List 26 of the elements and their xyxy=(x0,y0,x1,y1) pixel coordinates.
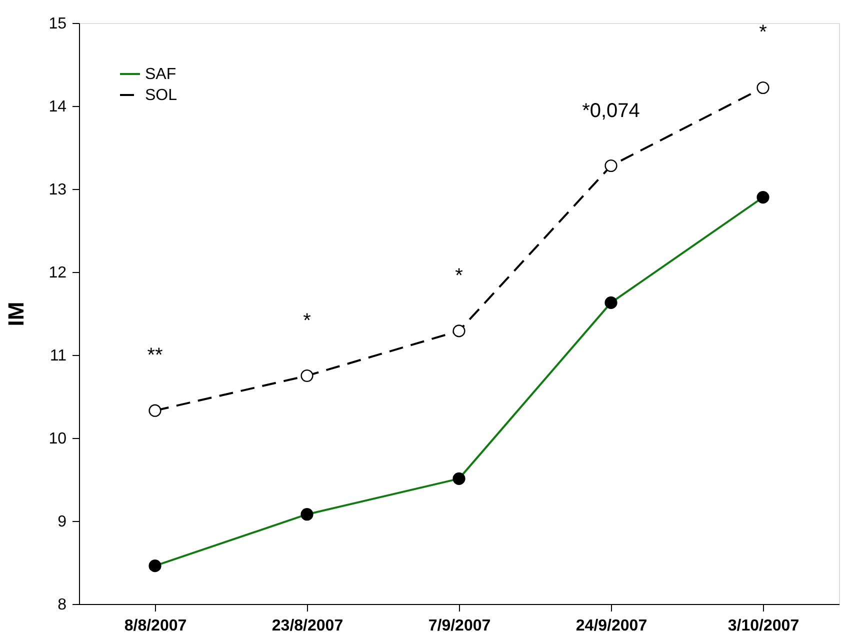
legend-label: SOL xyxy=(145,87,178,104)
annotation: * xyxy=(303,310,312,332)
y-tick-label: 10 xyxy=(48,430,67,448)
y-tick-label: 13 xyxy=(48,182,67,198)
annotation: * xyxy=(759,22,768,44)
x-tick-label: 24/9/2007 xyxy=(576,618,648,634)
y-tick-label: 14 xyxy=(48,98,67,116)
point xyxy=(756,81,770,94)
point xyxy=(604,159,618,172)
x-tick-label: 8/8/2007 xyxy=(124,618,187,634)
y-tick-label: 15 xyxy=(48,16,67,32)
y-tick-label: 11 xyxy=(50,348,67,364)
x-tick-label: 23/8/2007 xyxy=(272,618,344,634)
x-tick-label: 7/9/2007 xyxy=(428,618,491,634)
annotation: *0,074 xyxy=(582,100,640,122)
annotation: ** xyxy=(147,344,163,367)
annotation: * xyxy=(455,264,464,287)
y-tick-label: 12 xyxy=(48,264,67,282)
y-axis-title: IM xyxy=(4,302,29,326)
point xyxy=(452,324,466,338)
x-tick-label: 3/10/2007 xyxy=(728,618,800,634)
point xyxy=(300,369,314,382)
y-tick-label: 9 xyxy=(58,514,67,530)
legend-label: SAF xyxy=(145,66,176,83)
point xyxy=(148,404,162,417)
y-tick-label: 8 xyxy=(58,596,67,614)
